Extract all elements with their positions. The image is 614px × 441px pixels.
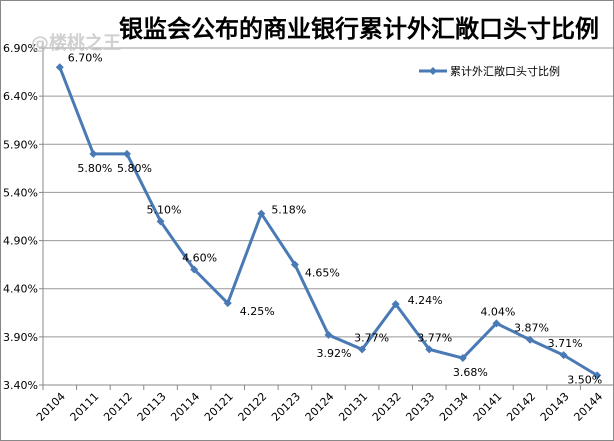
y-tick-label: 3.90% [3, 331, 38, 344]
y-tick-label: 4.40% [3, 283, 38, 296]
x-tick-label: 20142 [504, 390, 538, 424]
data-point [290, 260, 299, 269]
data-label: 3.68% [453, 366, 488, 379]
x-tick-label: 20123 [269, 390, 303, 424]
x-tick-label: 20144 [571, 390, 605, 424]
y-tick-label: 3.40% [3, 379, 38, 392]
data-point [156, 217, 165, 226]
data-point [122, 149, 131, 158]
data-label: 3.87% [514, 322, 549, 335]
data-label: 3.92% [317, 347, 352, 360]
x-tick-label: 20111 [68, 390, 102, 424]
data-label: 4.65% [305, 267, 340, 280]
data-label: 3.71% [548, 337, 583, 350]
chart-title: 银监会公布的商业银行累计外汇敞口头寸比例 [119, 14, 599, 43]
data-point [257, 209, 266, 218]
data-label: 5.10% [147, 203, 182, 216]
data-label: 3.50% [567, 373, 602, 386]
data-label: 4.60% [182, 251, 217, 264]
x-tick-label: 20113 [135, 390, 169, 424]
data-point [55, 63, 64, 72]
data-label: 4.04% [480, 305, 515, 318]
x-tick-label: 20124 [303, 390, 337, 424]
data-point [89, 149, 98, 158]
x-tick-label: 20114 [168, 390, 202, 424]
data-point [391, 300, 400, 309]
x-tick-label: 20132 [370, 390, 404, 424]
data-point [559, 351, 568, 360]
data-label: 6.70% [68, 51, 103, 64]
x-tick-label: 20141 [471, 390, 505, 424]
x-tick-label: 20104 [34, 390, 68, 424]
y-tick-label: 4.90% [3, 235, 38, 248]
data-label: 4.25% [240, 305, 275, 318]
x-tick-label: 20133 [403, 390, 437, 424]
data-point [223, 299, 232, 308]
data-label: 3.77% [417, 331, 452, 344]
x-tick-label: 20121 [202, 390, 236, 424]
y-tick-label: 5.90% [3, 138, 38, 151]
data-label: 3.77% [354, 331, 389, 344]
x-tick-label: 20122 [236, 390, 270, 424]
x-tick-label: 20143 [538, 390, 572, 424]
y-tick-label: 6.90% [3, 42, 38, 55]
data-label: 4.24% [408, 294, 443, 307]
x-tick-label: 20131 [336, 390, 370, 424]
data-point [190, 265, 199, 274]
data-point [324, 330, 333, 339]
x-tick-label: 20134 [437, 390, 471, 424]
data-point [425, 345, 434, 354]
watermark: @楼桃之王 [31, 33, 121, 54]
y-tick-label: 6.40% [3, 90, 38, 103]
data-point [492, 319, 501, 328]
data-point [358, 345, 367, 354]
x-tick-label: 20112 [101, 390, 135, 424]
data-label: 5.80% [117, 162, 152, 175]
data-point [593, 371, 602, 380]
data-label: 5.80% [77, 162, 112, 175]
legend-marker [429, 67, 437, 75]
legend-label: 累计外汇敞口头寸比例 [450, 64, 560, 78]
data-point [526, 335, 535, 344]
data-point [458, 354, 467, 363]
y-tick-label: 5.40% [3, 186, 38, 199]
data-label: 5.18% [271, 204, 306, 217]
